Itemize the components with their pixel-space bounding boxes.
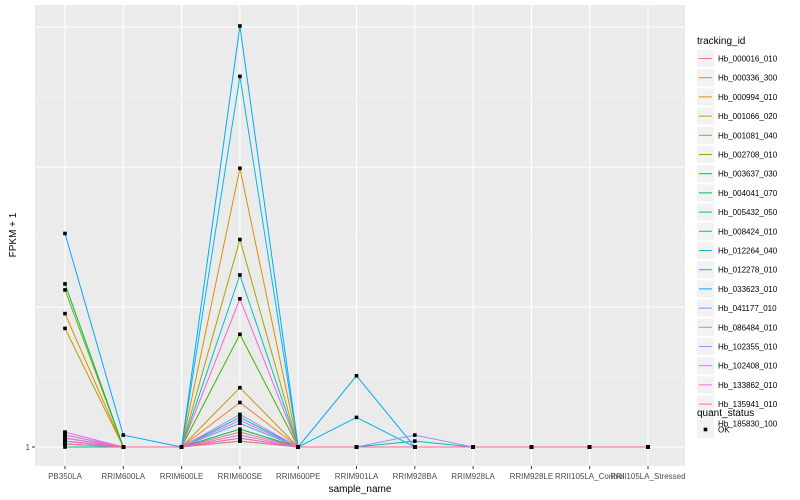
legend-label: Hb_001066_020 <box>718 112 778 121</box>
legend-label: Hb_001081_040 <box>718 131 778 140</box>
data-point <box>63 311 67 316</box>
shape-legend-label: OK <box>718 426 730 435</box>
legend-label: Hb_102408_010 <box>718 362 778 371</box>
data-point <box>63 430 67 434</box>
legend-label: Hb_102355_010 <box>718 343 778 352</box>
y-axis-ticks: 1 <box>26 443 35 452</box>
legend-label: Hb_008424_010 <box>718 227 778 236</box>
data-point <box>413 439 417 443</box>
major-grid <box>35 5 685 466</box>
data-point <box>529 445 534 449</box>
data-point <box>238 415 242 420</box>
data-point <box>354 374 359 378</box>
data-point <box>238 427 242 431</box>
data-point <box>63 445 67 449</box>
x-axis-ticks: PB350LA RRIM600LA RRIM600LE RRIM600SE RRIM60… <box>48 466 686 481</box>
color-legend: tracking_id Hb_000016_010 Hb_000336_300 Hb… <box>697 36 778 432</box>
data-point <box>179 445 184 449</box>
legend-title: tracking_id <box>697 36 745 47</box>
legend-label: Hb_003637_030 <box>718 170 778 179</box>
legend-label: Hb_000336_300 <box>718 74 778 83</box>
data-point <box>63 433 67 437</box>
data-point <box>238 436 242 440</box>
x-tick-label: RRII105LA_Stressed <box>610 472 685 481</box>
data-point <box>238 430 242 434</box>
legend-label: Hb_033623_010 <box>718 285 778 294</box>
data-point <box>238 24 242 28</box>
x-tick-label: RRIM928LA <box>451 472 495 481</box>
legend-label: Hb_004041_070 <box>718 189 778 198</box>
data-point <box>238 237 242 242</box>
data-point <box>238 273 242 277</box>
legend-label: Hb_135941_010 <box>718 400 778 409</box>
data-point <box>413 433 417 437</box>
data-points <box>63 24 650 449</box>
legend-label: Hb_041177_010 <box>718 304 777 313</box>
data-point <box>354 415 359 420</box>
x-tick-label: RRIM600SE <box>218 472 262 481</box>
data-point <box>63 288 67 292</box>
minor-grid <box>35 96 685 378</box>
legend-label: Hb_185830_100 <box>718 419 778 428</box>
data-point <box>238 332 242 337</box>
data-point <box>238 433 242 437</box>
x-tick-label: RRIM901LA <box>335 472 379 481</box>
x-tick-label: PB350LA <box>48 472 82 481</box>
shape-legend: quant_status OK <box>697 408 754 438</box>
x-tick-label: RRIM928LE <box>510 472 554 481</box>
x-tick-label: RRIM600LE <box>160 472 204 481</box>
data-point <box>63 442 67 446</box>
x-tick-label: RRIM928BA <box>393 472 438 481</box>
data-point <box>238 412 242 417</box>
x-axis-title: sample_name <box>329 484 392 495</box>
shape-legend-key-square <box>703 427 708 432</box>
data-point <box>587 445 592 449</box>
data-point <box>238 418 242 423</box>
legend-label: Hb_012264_040 <box>718 247 778 256</box>
data-point <box>238 166 242 171</box>
data-point <box>238 421 242 426</box>
data-point <box>413 445 417 449</box>
data-point <box>471 445 475 449</box>
y-axis-title: FPKM + 1 <box>8 212 19 257</box>
data-point <box>63 326 67 331</box>
data-point <box>238 400 242 405</box>
legend-label: Hb_133862_010 <box>718 381 778 390</box>
panel-background <box>35 5 685 466</box>
data-point <box>238 74 242 79</box>
legend-label: Hb_012278_010 <box>718 266 778 275</box>
legend-label: Hb_002708_010 <box>718 151 778 160</box>
data-point <box>354 445 359 449</box>
data-point <box>238 439 242 443</box>
data-point <box>63 231 67 236</box>
x-tick-label: RRIM600LA <box>102 472 146 481</box>
data-point <box>63 436 67 440</box>
data-point <box>296 445 300 449</box>
data-point <box>646 445 650 449</box>
data-point <box>238 385 242 390</box>
data-point <box>121 433 126 437</box>
data-point <box>63 282 67 286</box>
legend-label: Hb_005432_050 <box>718 208 778 217</box>
data-point <box>238 297 242 301</box>
data-point <box>121 445 126 449</box>
shape-legend-title: quant_status <box>697 408 754 419</box>
legend-label: Hb_086484_010 <box>718 323 778 332</box>
legend-label: Hb_000994_010 <box>718 93 778 102</box>
y-tick-label: 1 <box>26 443 31 452</box>
x-tick-label: RRII105LA_Control <box>555 472 625 481</box>
legend-label: Hb_000016_010 <box>718 55 778 64</box>
x-tick-label: RRIM600PE <box>276 472 320 481</box>
data-point <box>63 439 67 443</box>
